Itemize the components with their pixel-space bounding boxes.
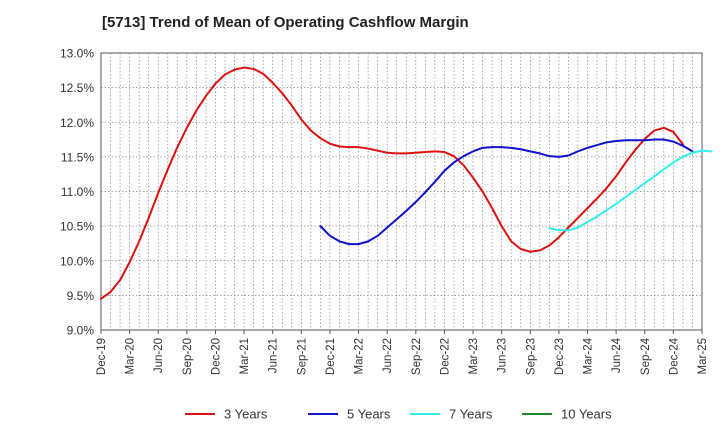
series-line-3-years xyxy=(100,66,684,300)
legend: 3 Years 5 Years 7 Years 10 Years xyxy=(185,407,612,422)
x-axis: Dec-19 Mar-20 Jun-20 Sep-20 Dec-20 Mar-21 Jun-… xyxy=(96,330,709,375)
y-tick-label: 9.5% xyxy=(67,289,95,303)
legend-label: 5 Years xyxy=(347,407,391,422)
y-tick-label: 13.0% xyxy=(60,47,94,61)
y-tick-label: 10.5% xyxy=(60,220,94,234)
legend-item: 3 Years xyxy=(185,407,268,422)
legend-item: 10 Years xyxy=(522,407,612,422)
x-tick-label: Jun-21 xyxy=(268,338,280,373)
x-tick-label: Jun-24 xyxy=(611,337,623,373)
y-tick-label: 9.0% xyxy=(67,324,95,338)
y-tick-label: 12.5% xyxy=(60,81,94,95)
x-tick-label: Mar-20 xyxy=(125,338,137,374)
x-grid xyxy=(110,53,693,330)
series-line-7-years xyxy=(548,149,713,232)
x-tick-label: Mar-25 xyxy=(697,338,709,374)
x-tick-label: Sep-22 xyxy=(411,338,423,375)
plot-area xyxy=(101,53,702,330)
x-tick-label: Mar-22 xyxy=(354,338,366,374)
legend-item: 5 Years xyxy=(308,407,391,422)
series-line-5-years xyxy=(319,138,694,246)
plot-border xyxy=(100,52,703,331)
y-tick-label: 11.0% xyxy=(61,185,94,199)
x-tick-label: Jun-20 xyxy=(153,338,165,373)
x-tick-label: Mar-21 xyxy=(239,338,251,374)
x-tick-label: Sep-24 xyxy=(640,337,652,375)
chart-title: [5713] Trend of Mean of Operating Cashfl… xyxy=(102,14,469,31)
legend-label: 10 Years xyxy=(561,407,612,422)
x-tick-label: Jun-23 xyxy=(497,338,509,373)
y-tick-label: 11.5% xyxy=(61,150,94,164)
y-tick-label: 10.0% xyxy=(60,254,94,268)
y-tick-label: 12.0% xyxy=(60,116,94,130)
x-tick-label: Sep-23 xyxy=(525,338,537,375)
x-tick-label: Sep-21 xyxy=(296,338,308,375)
x-tick-label: Dec-24 xyxy=(668,337,680,375)
legend-label: 3 Years xyxy=(224,407,268,422)
x-tick-label: Sep-20 xyxy=(182,338,194,375)
x-tick-label: Mar-24 xyxy=(583,337,595,374)
legend-label: 7 Years xyxy=(449,407,493,422)
x-tick-label: Dec-20 xyxy=(210,338,222,375)
x-tick-label: Mar-23 xyxy=(468,338,480,374)
y-grid: 9.0% 9.5% 10.0% 10.5% 11.0% 11.5% 12.0% 12.5% 13… xyxy=(60,47,702,338)
x-tick-label: Dec-19 xyxy=(96,338,108,375)
x-tick-label: Dec-22 xyxy=(439,338,451,375)
x-tick-label: Dec-21 xyxy=(325,338,337,375)
x-tick-label: Dec-23 xyxy=(554,338,566,375)
legend-item: 7 Years xyxy=(410,407,493,422)
x-tick-label: Jun-22 xyxy=(382,338,394,373)
